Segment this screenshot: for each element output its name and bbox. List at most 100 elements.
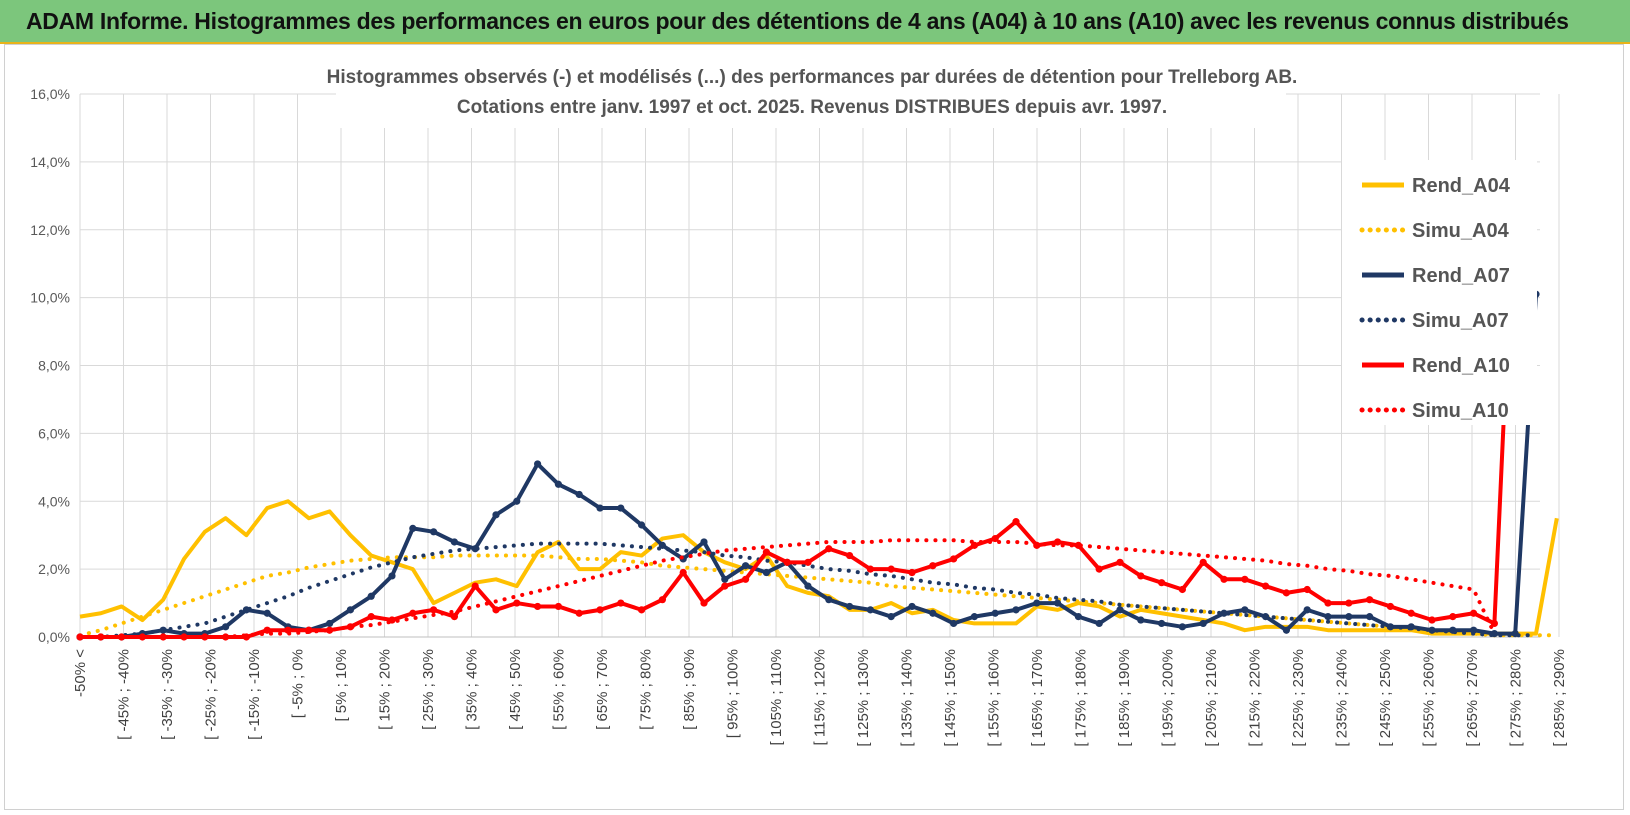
data-point-rend-a10: [1324, 599, 1332, 607]
data-point-rend-a07: [1054, 599, 1062, 607]
data-point-rend-a10: [554, 602, 563, 611]
data-point-rend-a07: [430, 528, 438, 536]
data-point-rend-a10: [700, 599, 708, 607]
data-point-rend-a07: [825, 596, 833, 604]
data-point-rend-a07: [1116, 606, 1124, 614]
y-tick-label: 16,0%: [30, 86, 70, 102]
x-tick-label: [ 55% ; 60%: [551, 649, 568, 730]
legend: Rend_A04 Simu_A04 Rend_A07 Simu_A07 Rend_A10…: [1342, 160, 1537, 425]
x-tick-label: [ 195% ; 200%: [1160, 649, 1177, 747]
data-point-rend-a07: [1366, 613, 1374, 621]
y-tick-label: 12,0%: [30, 222, 70, 238]
data-point-rend-a07: [721, 575, 729, 583]
x-tick-label: [ 65% ; 70%: [594, 649, 611, 730]
x-tick-label: [ -25% ; -20%: [203, 649, 220, 740]
data-point-rend-a10: [866, 565, 875, 573]
data-point-rend-a07: [1470, 626, 1478, 634]
y-tick-label: 2,0%: [38, 561, 70, 577]
data-point-rend-a10: [887, 565, 895, 573]
x-tick-label: [ 125% ; 130%: [855, 649, 872, 747]
x-tick-label: [ -15% ; -10%: [246, 649, 263, 740]
y-tick-label: 0,0%: [38, 629, 70, 645]
data-point-rend-a10: [1116, 558, 1124, 566]
chart-frame: [4, 44, 1624, 810]
data-point-rend-a10: [263, 626, 271, 634]
data-point-rend-a07: [1095, 619, 1103, 628]
data-point-rend-a07: [263, 609, 271, 617]
data-point-rend-a10: [1282, 589, 1290, 597]
data-point-rend-a10: [1470, 609, 1478, 617]
data-point-rend-a10: [409, 609, 417, 617]
data-point-rend-a07: [1033, 599, 1041, 607]
x-tick-label: [ 205% ; 210%: [1203, 649, 1220, 747]
y-tick-label: 4,0%: [38, 493, 70, 509]
x-tick-label: [ 285% ; 290%: [1551, 649, 1568, 747]
data-point-rend-a07: [1428, 626, 1436, 634]
series-line-simu-a07: [78, 541, 1538, 639]
y-tick-label: 8,0%: [38, 358, 70, 374]
data-point-rend-a07: [326, 619, 334, 628]
x-tick-label: [ 245% ; 250%: [1377, 649, 1394, 747]
x-tick-label: [ 5% ; 10%: [333, 649, 350, 722]
data-point-rend-a10: [679, 568, 687, 577]
data-point-rend-a07: [492, 511, 500, 519]
data-point-rend-a10: [991, 534, 999, 543]
x-tick-label: [ -45% ; -40%: [116, 649, 133, 740]
series-line-simu-a10: [78, 538, 1497, 639]
x-tick-label: [ 175% ; 180%: [1073, 649, 1090, 747]
x-tick-label: [ -35% ; -30%: [159, 649, 176, 740]
data-point-rend-a10: [575, 609, 583, 617]
data-point-rend-a07: [346, 606, 354, 614]
x-tick-label: [ 25% ; 30%: [420, 649, 437, 730]
data-point-rend-a07: [1220, 609, 1228, 617]
data-point-rend-a07: [1012, 606, 1020, 614]
data-point-rend-a10: [367, 613, 375, 621]
title-background: [336, 58, 1286, 128]
legend-label: Rend_A07: [1412, 265, 1510, 287]
data-point-rend-a10: [721, 582, 729, 590]
x-tick-label: [ 145% ; 150%: [942, 649, 959, 747]
data-point-rend-a10: [180, 633, 188, 641]
data-point-rend-a10: [430, 606, 438, 614]
x-tick-label: [ 75% ; 80%: [638, 649, 655, 730]
legend-background: [1342, 160, 1537, 425]
data-point-rend-a10: [929, 562, 937, 570]
data-point-rend-a07: [846, 602, 854, 611]
data-point-rend-a07: [1303, 606, 1311, 614]
data-point-rend-a10: [658, 596, 667, 604]
data-point-rend-a07: [1199, 619, 1207, 628]
data-point-rend-a10: [783, 558, 791, 566]
data-point-rend-a07: [700, 538, 708, 546]
legend-label: Rend_A10: [1412, 355, 1510, 377]
x-tick-label: [ 255% ; 260%: [1421, 649, 1438, 747]
data-point-rend-a10: [1095, 565, 1103, 573]
data-point-rend-a07: [1324, 613, 1332, 621]
data-point-rend-a10: [1449, 613, 1457, 621]
x-tick-label: [ 85% ; 90%: [681, 649, 698, 730]
data-point-rend-a10: [1407, 609, 1415, 617]
report-title: ADAM Informe. Histogrammes des performan…: [26, 8, 1569, 34]
data-point-rend-a07: [409, 524, 417, 533]
y-tick-label: 14,0%: [30, 154, 70, 170]
legend-label: Simu_A04: [1412, 220, 1510, 242]
data-point-rend-a07: [367, 592, 375, 600]
data-point-rend-a07: [1158, 619, 1166, 628]
data-point-rend-a10: [638, 606, 646, 614]
data-point-rend-a07: [554, 480, 563, 488]
data-point-rend-a10: [1490, 619, 1498, 628]
chart-title-line-2: Cotations entre janv. 1997 et oct. 2025.…: [457, 97, 1167, 118]
data-point-rend-a10: [1012, 518, 1020, 526]
x-tick-label: [ 35% ; 40%: [464, 649, 481, 730]
data-point-rend-a10: [1178, 585, 1186, 594]
data-point-rend-a10: [1428, 616, 1436, 624]
data-point-rend-a10: [534, 602, 542, 611]
data-point-rend-a10: [1220, 575, 1228, 583]
x-tick-label: [ 185% ; 190%: [1116, 649, 1133, 747]
data-point-rend-a10: [1386, 602, 1394, 611]
data-point-rend-a10: [118, 633, 126, 641]
data-point-rend-a07: [1178, 623, 1186, 631]
data-point-rend-a10: [1366, 596, 1374, 604]
data-point-rend-a07: [1137, 616, 1145, 624]
data-point-rend-a07: [866, 606, 875, 614]
data-point-rend-a07: [950, 619, 958, 628]
